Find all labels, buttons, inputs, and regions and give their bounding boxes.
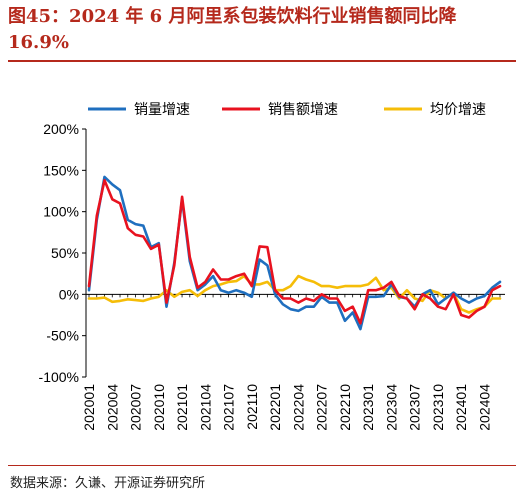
x-tick-label: 202310 <box>430 384 446 431</box>
x-tick-label: 202201 <box>267 384 283 431</box>
x-tick-label: 202207 <box>314 384 330 431</box>
y-tick-label: 150% <box>43 162 79 178</box>
title-divider <box>8 60 516 62</box>
x-tick-label: 202004 <box>104 384 120 431</box>
x-tick-label: 202307 <box>407 384 423 431</box>
series-line-0 <box>87 175 502 331</box>
x-tick-label: 202101 <box>174 384 190 431</box>
x-tick-label: 202304 <box>383 384 399 431</box>
x-tick-label: 202104 <box>197 384 213 431</box>
y-tick-label: 200% <box>43 121 79 137</box>
x-tick-label: 202204 <box>290 384 306 431</box>
legend-label: 销售额增速 <box>268 102 338 118</box>
figure-title: 图45：2024 年 6 月阿里系包装饮料行业销售额同比降16.9% <box>8 6 457 53</box>
x-tick-label: 202001 <box>81 384 97 431</box>
y-tick-label: 100% <box>43 204 79 220</box>
x-tick-label: 202404 <box>476 384 492 431</box>
footer-divider <box>8 465 516 466</box>
x-tick-label: 202301 <box>360 384 376 431</box>
x-tick-label: 202210 <box>337 384 353 431</box>
legend-label: 均价增速 <box>430 102 486 118</box>
data-source: 数据来源：久谦、开源证券研究所 <box>10 476 206 491</box>
x-tick-label: 202010 <box>151 384 167 431</box>
x-tick-label: 202007 <box>128 384 144 431</box>
y-tick-label: 0% <box>59 286 79 302</box>
x-tick-label: 202401 <box>453 384 469 431</box>
x-tick-label: 202110 <box>244 384 260 430</box>
y-tick-label: -50% <box>46 328 79 344</box>
y-tick-label: -100% <box>39 369 79 385</box>
legend-label: 销量增速 <box>134 102 190 118</box>
y-tick-label: 50% <box>51 245 79 261</box>
series-line-1 <box>87 179 502 325</box>
x-tick-label: 202107 <box>221 384 237 431</box>
